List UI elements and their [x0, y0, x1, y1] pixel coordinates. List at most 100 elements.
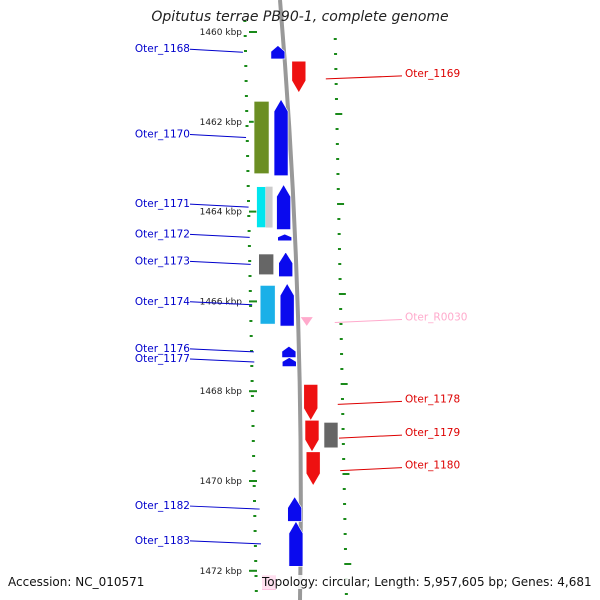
ruler-dot [334, 83, 338, 85]
leader-line [337, 400, 403, 405]
leader-line [189, 233, 250, 238]
ruler-dot [243, 35, 247, 37]
gene-bar [253, 101, 270, 174]
ruler-dot [252, 470, 256, 472]
ruler-dot [248, 260, 252, 262]
gene-label: Oter_1179 [405, 427, 460, 439]
gene-bar [258, 253, 274, 276]
ruler-dot [249, 335, 253, 337]
gene-label: Oter_1170 [135, 129, 190, 141]
ruler-dot [244, 65, 248, 67]
gene-arrow [276, 184, 291, 230]
ruler-dot [343, 548, 347, 550]
gene-bar [259, 285, 276, 325]
gene-arrow [270, 45, 286, 60]
ruler-dot [341, 413, 345, 415]
gene-label: Oter_1183 [135, 535, 190, 547]
ruler-dot [251, 440, 255, 442]
ruler-dot [336, 158, 340, 160]
gene-label: Oter_1168 [135, 43, 190, 55]
ruler-dot [342, 488, 346, 490]
leader-line [189, 358, 255, 363]
ruler-dot [244, 50, 247, 52]
gene-label: Oter_1172 [135, 228, 190, 240]
ruler-dot [341, 443, 345, 445]
ruler-dot [254, 575, 258, 577]
ruler-dot [246, 155, 250, 157]
ruler-dot [250, 350, 253, 352]
ruler-dot [249, 320, 253, 322]
ruler-dot [245, 140, 249, 142]
gene-arrow [273, 98, 289, 176]
leader-line [189, 348, 254, 353]
ruler-dot [342, 458, 346, 460]
accession-label: Accession: NC_010571 [8, 575, 145, 589]
ruler-dot [246, 170, 250, 172]
scale-tick [249, 31, 257, 33]
ruler-dot [337, 218, 341, 220]
ruler-dot [344, 593, 348, 595]
gene-bar [323, 422, 339, 449]
ruler-dot [343, 518, 347, 520]
gene-arrow [304, 420, 320, 453]
leader-line [338, 434, 403, 439]
ruler-dot [343, 503, 347, 505]
scale-tick [249, 120, 257, 123]
ruler-dot [341, 428, 345, 430]
scale-tick [249, 300, 257, 303]
gene-label: Oter_1171 [135, 198, 190, 210]
ruler-dot [247, 215, 251, 217]
ruler-dot [333, 38, 337, 40]
map-title: Opitutus terrae PB90-1, complete genome [151, 9, 449, 25]
gene-arrow [279, 282, 295, 327]
leader-line [189, 48, 243, 53]
leader-line [325, 75, 403, 80]
ruler-dot [335, 128, 339, 130]
ruler-dot [340, 398, 344, 400]
ruler-dot [337, 233, 341, 235]
rna-marker [300, 317, 313, 326]
gene-label: Oter_1180 [405, 460, 460, 472]
ruler-dot [339, 338, 343, 340]
ruler-dot [245, 110, 249, 112]
ruler-dot [339, 308, 343, 310]
ruler-dot [250, 365, 254, 367]
scale-tick [249, 480, 257, 482]
ruler-dot [243, 20, 247, 22]
ruler-dot [335, 143, 339, 145]
ruler-dot [338, 293, 346, 295]
ruler-dot [340, 368, 344, 370]
ruler-dot [337, 203, 345, 205]
scale-label: 1460 kbp [200, 28, 243, 38]
ruler-dot [250, 395, 254, 397]
ruler-dot [247, 230, 251, 232]
leader-line [189, 203, 249, 208]
gene-arrow [305, 451, 321, 487]
scale-label: 1466 kbp [200, 297, 243, 307]
gene-label: Oter_1177 [135, 353, 190, 365]
ruler-dot [249, 305, 253, 307]
ruler-dot [344, 563, 352, 565]
gene-label: Oter_1176 [135, 343, 190, 355]
gene-arrow [281, 357, 297, 367]
gene-arrow [281, 345, 297, 358]
scale-label: 1464 kbp [200, 208, 243, 218]
ruler-dot [254, 590, 258, 592]
ruler-dot [253, 545, 257, 547]
gene-arrow [278, 251, 293, 278]
ruler-dot [247, 200, 250, 202]
gene-label: Oter_1178 [405, 393, 460, 405]
leader-line [189, 260, 251, 265]
gene-bar [256, 186, 266, 228]
ruler-dot [253, 500, 256, 502]
ruler-dot [343, 533, 347, 535]
ruler-dot [340, 383, 348, 385]
ruler-dot [336, 173, 340, 175]
gene-label: Oter_1169 [405, 68, 460, 80]
scale-label: 1462 kbp [200, 118, 243, 128]
ruler-dot [334, 68, 338, 70]
ruler-dot [334, 53, 338, 55]
gene-label: Oter_1182 [135, 500, 190, 512]
gene-arrow [288, 520, 304, 567]
leader-line [189, 134, 247, 139]
